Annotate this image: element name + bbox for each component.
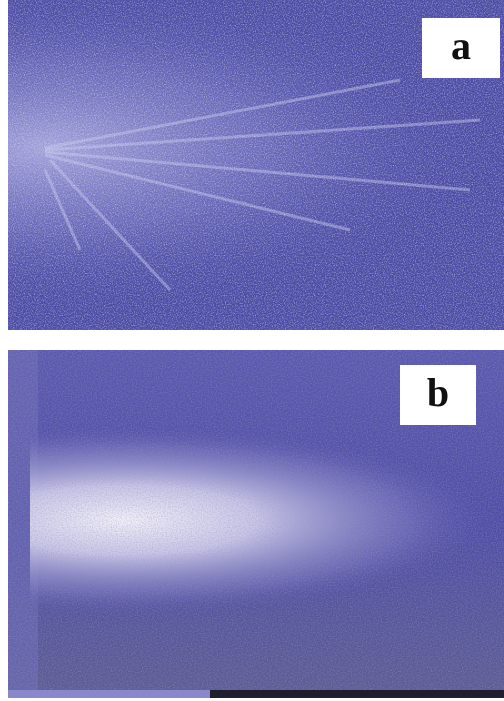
- panel-a: a: [8, 0, 504, 330]
- scale-bar-light: [8, 690, 210, 698]
- scale-bar-dark: [210, 690, 504, 698]
- panel-b: b: [8, 350, 504, 698]
- panel-label: b: [427, 370, 449, 415]
- figure: a b: [0, 0, 504, 701]
- page: a b (() => { const data = JSON.parse(doc…: [0, 0, 504, 701]
- panel-label: a: [451, 23, 471, 68]
